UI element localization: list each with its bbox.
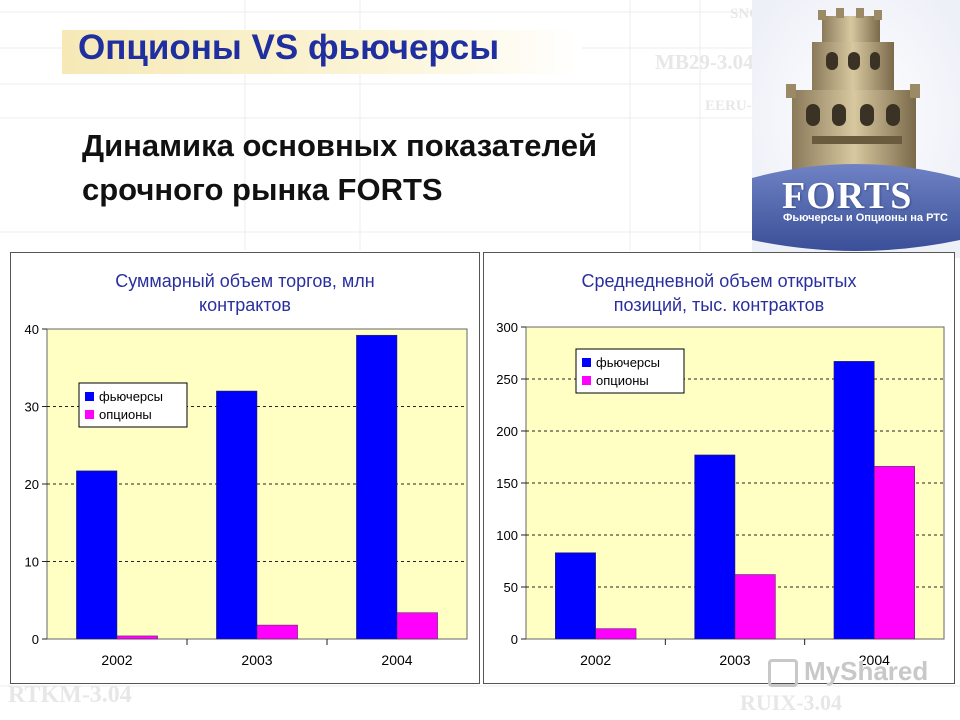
watermark-text: MyShared [804, 656, 929, 686]
x-tick-label: 2004 [859, 652, 890, 668]
bar-futures [216, 390, 258, 640]
y-tick-label: 200 [496, 424, 518, 439]
y-tick-label: 40 [25, 322, 39, 337]
chart-1-title-line-1: Суммарный объем торгов, млн [115, 271, 375, 291]
subtitle-line-1: Динамика основных показателей [82, 128, 598, 163]
x-tick-label: 2002 [580, 652, 611, 668]
ticker-rtkm: RTKM-3.04 [8, 682, 132, 708]
page-title: Опционы VS фьючерсы [78, 28, 500, 67]
bar-futures [833, 361, 875, 640]
forts-logo [752, 0, 960, 258]
chart-1-title-line-2: контрактов [199, 295, 291, 315]
legend-swatch [582, 358, 591, 367]
x-tick-label: 2004 [381, 652, 412, 668]
bar-futures [555, 552, 596, 640]
x-tick-label: 2003 [241, 652, 272, 668]
y-tick-label: 10 [25, 555, 39, 570]
y-tick-label: 300 [496, 320, 518, 335]
bar-futures [694, 454, 736, 640]
chart-2-plot: 0 50 100 150 200 250 300 2002 2003 2004 фьючерсы оп… [496, 320, 945, 668]
chart-1-title: Суммарный объем торгов, млн контрактов [11, 269, 479, 317]
bar-futures [356, 334, 398, 640]
chart-2-title: Среднедневной объем открытых позиций, ты… [484, 269, 954, 317]
y-tick-label: 0 [32, 632, 39, 647]
presentation-icon [768, 659, 798, 688]
y-tick-label: 250 [496, 372, 518, 387]
logo-wordmark: FORTS [782, 175, 913, 217]
tower-icon [786, 8, 920, 170]
y-tick-label: 150 [496, 476, 518, 491]
y-tick-label: 50 [504, 580, 518, 595]
y-tick-label: 100 [496, 528, 518, 543]
x-tick-label: 2003 [719, 652, 750, 668]
x-tick-label: 2002 [101, 652, 132, 668]
chart-trading-volume: Суммарный объем торгов, млн контрактов 0… [10, 252, 480, 684]
bar-options [396, 612, 438, 640]
slide-subtitle: Динамика основных показателей срочного р… [82, 124, 597, 212]
legend-label: фьючерсы [99, 389, 163, 404]
legend-swatch [85, 392, 94, 401]
y-tick-label: 30 [25, 400, 39, 415]
bar-options [874, 466, 915, 640]
ticker-ruix: RUIX-3.04 [740, 690, 843, 715]
chart-2-title-line-2: позиций, тыс. контрактов [613, 295, 825, 315]
legend-label: опционы [99, 407, 152, 422]
bar-options [256, 624, 298, 640]
chart-2-title-line-1: Среднедневной объем открытых [581, 271, 857, 291]
y-tick-label: 0 [511, 632, 518, 647]
bar-options [116, 635, 158, 640]
watermark: MyShared [768, 656, 929, 688]
ticker-mb29: MB29-3.04 [655, 50, 754, 74]
legend [575, 348, 685, 394]
subtitle-line-2: срочного рынка FORTS [82, 172, 443, 207]
bar-options [595, 628, 637, 640]
chart-open-interest: Среднедневной объем открытых позиций, ты… [483, 252, 955, 684]
bar-options [734, 574, 776, 640]
legend-label: фьючерсы [596, 355, 660, 370]
chart-1-plot: 0 10 20 30 40 2002 2003 2004 фьючерсы опционы [25, 322, 468, 668]
title-highlight [62, 30, 582, 74]
legend [78, 382, 188, 428]
logo-tagline: Фьючерсы и Опционы на РТС [783, 212, 948, 224]
legend-swatch [582, 376, 591, 385]
legend-label: опционы [596, 373, 649, 388]
legend-swatch [85, 410, 94, 419]
y-tick-label: 20 [25, 477, 39, 492]
bar-futures [76, 470, 118, 640]
